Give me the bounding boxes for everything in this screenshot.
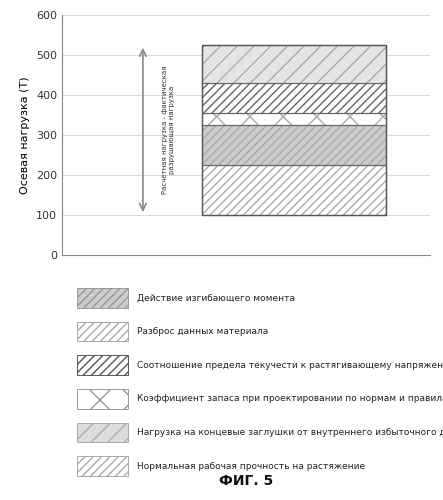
Y-axis label: Осевая нагрузка (Т): Осевая нагрузка (Т) xyxy=(20,76,31,194)
Bar xyxy=(77,456,128,476)
FancyBboxPatch shape xyxy=(202,83,385,113)
Text: Действие изгибающего момента: Действие изгибающего момента xyxy=(137,294,295,302)
Bar xyxy=(77,288,128,308)
Text: Соотношение предела текучести к растягивающему напряжению: Соотношение предела текучести к растягив… xyxy=(137,361,443,370)
FancyBboxPatch shape xyxy=(202,125,385,165)
Bar xyxy=(77,356,128,375)
Text: Нагрузка на концевые заглушки от внутреннего избыточного давления: Нагрузка на концевые заглушки от внутрен… xyxy=(137,428,443,437)
Text: Коэффициент запаса при проектировании по нормам и правилам: Коэффициент запаса при проектировании по… xyxy=(137,394,443,404)
Bar xyxy=(77,389,128,408)
FancyBboxPatch shape xyxy=(202,165,385,215)
FancyBboxPatch shape xyxy=(202,113,385,125)
Text: ФИГ. 5: ФИГ. 5 xyxy=(219,474,273,488)
Bar xyxy=(77,422,128,442)
Bar xyxy=(77,322,128,342)
Bar xyxy=(202,45,385,215)
FancyBboxPatch shape xyxy=(202,45,385,83)
Text: Расчетная нагрузка - фактическая
разрушающая нагрузка: Расчетная нагрузка - фактическая разруша… xyxy=(162,66,175,194)
Text: Нормальная рабочая прочность на растяжение: Нормальная рабочая прочность на растяжен… xyxy=(137,462,365,470)
Text: Разброс данных материала: Разброс данных материала xyxy=(137,327,268,336)
